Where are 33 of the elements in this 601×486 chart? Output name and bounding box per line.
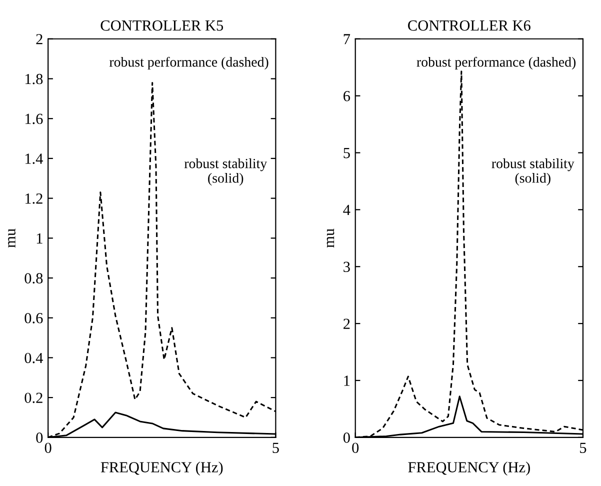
y-tick-label: 0.6 [24, 312, 43, 324]
y-tick-label: 0.2 [24, 392, 42, 404]
y-tick-label: 1 [36, 233, 42, 244]
x-axis-title: FREQUENCY (Hz) [100, 462, 223, 476]
y-tick-label: 0.4 [24, 352, 43, 364]
y-axis-title: mu [326, 228, 334, 248]
y-tick-label: 2 [36, 34, 42, 44]
annotation: robust stability (solid) [492, 158, 574, 186]
y-tick-label: 1.8 [25, 74, 43, 84]
x-tick-label: 0 [352, 442, 359, 454]
annotation: robust stability (solid) [184, 158, 268, 186]
y-tick-label: 0.8 [24, 273, 43, 284]
x-tick-label: 5 [580, 442, 586, 454]
y-tick-label: 5 [344, 148, 350, 158]
y-tick-label: 1.4 [25, 154, 43, 164]
y-tick-label: 3 [344, 262, 350, 272]
y-tick-label: 4 [343, 204, 350, 215]
chart-title: CONTROLLER K5 [100, 20, 224, 31]
y-tick-label: 2 [344, 318, 350, 329]
chart-title: CONTROLLER K6 [408, 20, 530, 31]
y-axis-title: mu [8, 228, 16, 248]
y-tick-label: 6 [344, 90, 350, 102]
y-tick-label: 1 [344, 376, 350, 386]
y-tick-label: 0 [343, 432, 350, 443]
y-tick-label: 1.6 [25, 114, 43, 124]
y-tick-label: 0 [36, 432, 43, 443]
x-tick-label: 0 [44, 442, 52, 454]
annotation: robust performance (dashed) [416, 56, 576, 70]
x-axis-title: FREQUENCY (Hz) [408, 462, 530, 476]
y-tick-label: 1.2 [25, 193, 42, 204]
y-tick-label: 7 [344, 34, 350, 44]
annotation: robust performance (dashed) [109, 56, 268, 70]
x-tick-label: 5 [272, 442, 279, 454]
